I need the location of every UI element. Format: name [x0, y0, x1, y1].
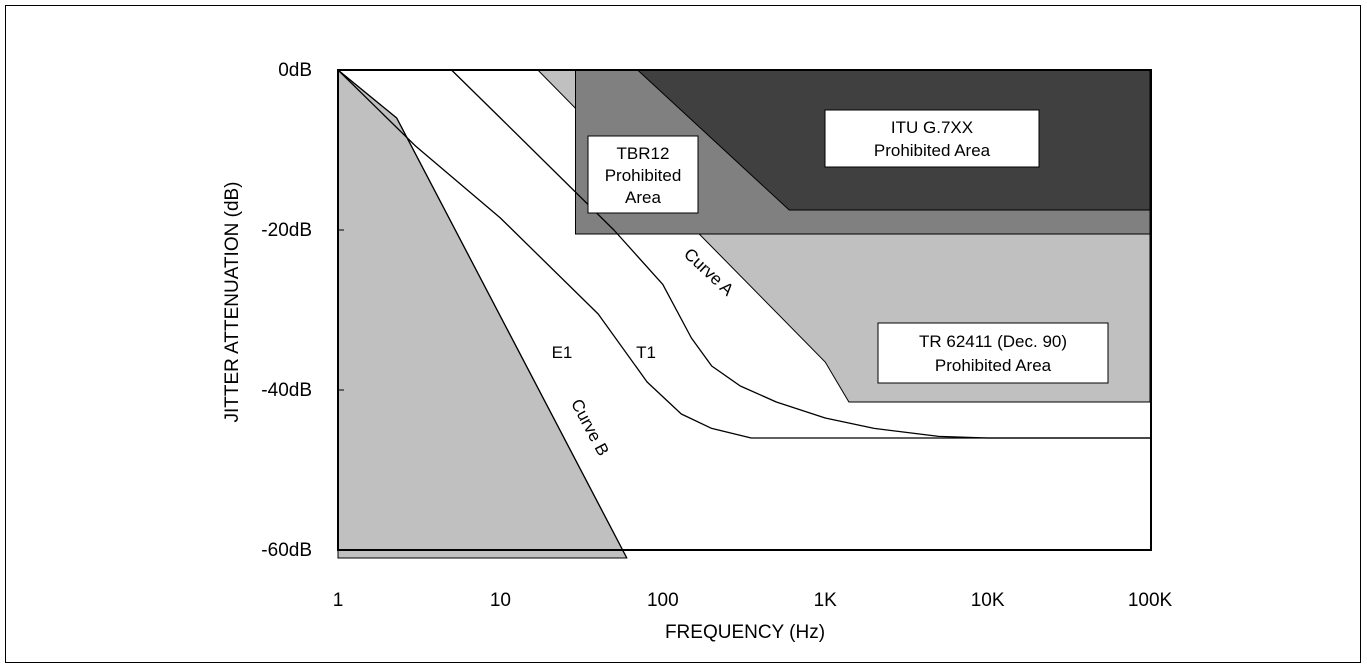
annotation-tbr12-box	[587, 135, 699, 214]
annotation-tr62411-line-1: TR 62411 (Dec. 90)	[919, 332, 1067, 351]
y-tick-label: -20dB	[261, 220, 312, 241]
series-layer	[337, 69, 1150, 559]
x-axis-title: FREQUENCY (Hz)	[665, 622, 825, 643]
annotation-itu: ITU G.7XX Prohibited Area	[824, 109, 1040, 168]
series-line-curve-a	[451, 69, 1150, 439]
series-line-e1	[337, 69, 1150, 439]
x-tick-label: 1	[333, 590, 344, 611]
annotation-tr62411-line-2: Prohibited Area	[935, 356, 1052, 375]
annotation-itu-line-2: Prohibited Area	[874, 141, 991, 160]
annotation-tr62411: TR 62411 (Dec. 90) Prohibited Area	[877, 322, 1109, 384]
annotation-tbr12-line-2: Prohibited	[605, 166, 682, 185]
label-t1: T1	[636, 343, 656, 362]
annotation-tbr12-line-3: Area	[625, 188, 661, 207]
plot-border	[337, 69, 1152, 551]
annotation-itu-box	[824, 109, 1040, 168]
annotation-tbr12: TBR12 Prohibited Area	[587, 135, 699, 214]
x-tick-label: 10K	[971, 590, 1005, 611]
figure-frame	[5, 5, 1361, 663]
y-tick-label: -60dB	[261, 540, 312, 561]
x-tick-label: 100K	[1128, 590, 1173, 611]
annotation-tbr12-line-1: TBR12	[617, 144, 670, 163]
x-tick-label: 10	[490, 590, 511, 611]
annotation-tr62411-box	[877, 322, 1109, 384]
y-axis-title: JITTER ATTENUATION (dB)	[222, 181, 243, 422]
label-curve-b: Curve B	[567, 396, 613, 459]
annotation-itu-line-1: ITU G.7XX	[891, 118, 973, 137]
label-e1: E1	[552, 343, 573, 362]
y-tick-label: -40dB	[261, 380, 312, 401]
x-tick-label: 100	[647, 590, 679, 611]
tick-labels: 1 10 100 1K 10K 100K 0dB -20dB -40dB -60dB	[261, 60, 1172, 611]
series-line-curve-b	[337, 69, 628, 559]
y-tick-label: 0dB	[278, 60, 312, 81]
x-tick-label: 1K	[814, 590, 838, 611]
